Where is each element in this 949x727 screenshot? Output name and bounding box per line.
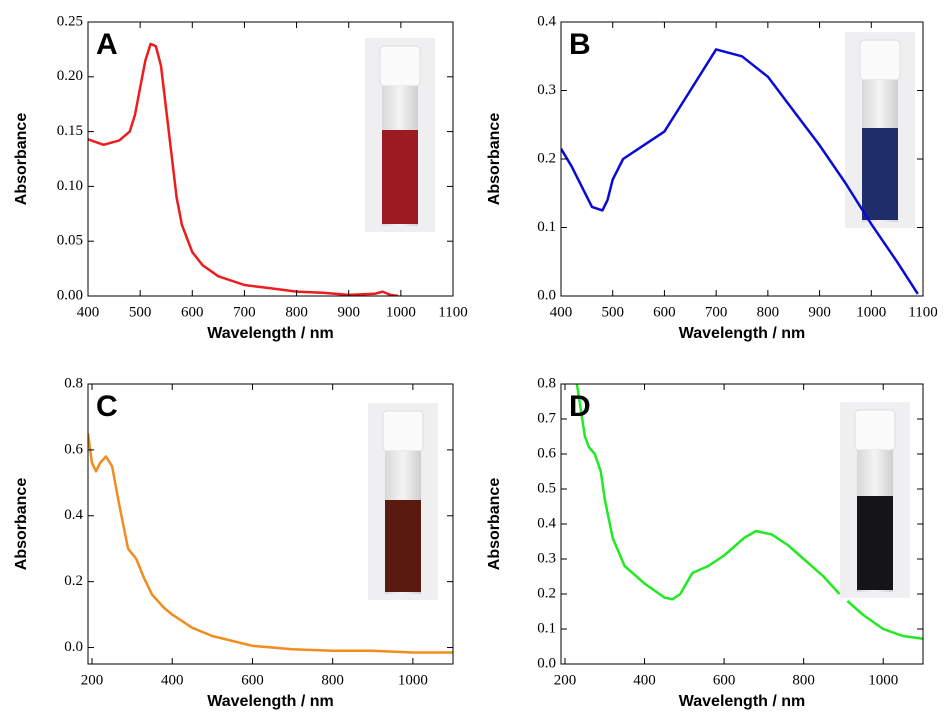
- panel-label: C: [96, 390, 118, 423]
- y-tick-label: 0.05: [57, 233, 83, 249]
- y-tick-label: 0.25: [57, 13, 83, 29]
- panel-label: B: [569, 28, 591, 61]
- series: [561, 48, 919, 295]
- y-tick-label: 0.4: [537, 515, 556, 531]
- series: [575, 384, 923, 641]
- vial-photo-b: [845, 32, 915, 228]
- plot-area: [561, 48, 919, 295]
- x-tick-label: 900: [808, 304, 831, 320]
- series: [88, 433, 453, 654]
- y-tick-label: 0.2: [64, 573, 83, 589]
- plot-frame: [87, 21, 454, 297]
- vial-photo-c: [368, 403, 438, 600]
- panel-label: D: [569, 390, 591, 423]
- series: [88, 42, 399, 296]
- x-tick-label: 800: [321, 672, 344, 688]
- plot-frame: [87, 383, 454, 665]
- x-axis-label: Wavelength / nm: [679, 325, 806, 342]
- plot-area: [575, 384, 923, 641]
- spectrum-line: [561, 48, 919, 295]
- x-tick-label: 1000: [398, 672, 428, 688]
- x-tick-label: 400: [77, 304, 100, 320]
- y-tick-label: 0.0: [537, 287, 556, 303]
- y-tick-label: 0.0: [537, 655, 556, 671]
- y-tick-label: 0.8: [537, 375, 556, 391]
- y-tick-label: 0.6: [64, 441, 83, 457]
- y-axis-label: Absorbance: [486, 113, 503, 206]
- spectrum-line: [88, 42, 399, 296]
- x-axis-label: Wavelength / nm: [207, 325, 334, 342]
- y-tick-label: 0.15: [57, 123, 83, 139]
- x-tick-label: 400: [633, 672, 656, 688]
- x-tick-label: 800: [285, 304, 308, 320]
- y-tick-label: 0.6: [537, 445, 556, 461]
- y-tick-label: 0.1: [537, 219, 556, 235]
- x-tick-label: 600: [713, 672, 736, 688]
- x-tick-label: 200: [554, 672, 577, 688]
- x-tick-label: 500: [601, 304, 624, 320]
- x-tick-label: 900: [337, 304, 360, 320]
- x-tick-label: 400: [161, 672, 184, 688]
- x-tick-label: 400: [550, 304, 573, 320]
- x-tick-label: 700: [233, 304, 256, 320]
- spectrum-line: [575, 384, 923, 641]
- x-tick-label: 1100: [908, 304, 937, 320]
- y-tick-label: 0.1: [537, 620, 556, 636]
- spectrum-line: [88, 433, 453, 654]
- y-tick-label: 0.8: [64, 375, 83, 391]
- vial-photo-a: [365, 38, 435, 232]
- y-tick-label: 0.3: [537, 82, 556, 98]
- y-tick-label: 0.10: [57, 178, 83, 194]
- x-tick-label: 1100: [438, 304, 467, 320]
- x-axis-label: Wavelength / nm: [679, 693, 806, 710]
- x-tick-label: 800: [757, 304, 780, 320]
- y-tick-label: 0.2: [537, 585, 556, 601]
- x-tick-label: 500: [129, 304, 152, 320]
- x-tick-label: 1000: [868, 672, 898, 688]
- y-axis-label: Absorbance: [13, 478, 30, 571]
- x-tick-label: 700: [705, 304, 728, 320]
- y-tick-label: 0.0: [64, 639, 83, 655]
- x-tick-label: 1000: [856, 304, 886, 320]
- plot-area: [88, 433, 453, 654]
- y-tick-label: 0.5: [537, 480, 556, 496]
- x-axis-label: Wavelength / nm: [207, 693, 334, 710]
- x-tick-label: 600: [653, 304, 676, 320]
- vial-photo-d: [840, 402, 910, 598]
- y-tick-label: 0.00: [57, 287, 83, 303]
- y-tick-label: 0.2: [537, 150, 556, 166]
- y-tick-label: 0.3: [537, 550, 556, 566]
- x-tick-label: 200: [81, 672, 104, 688]
- panel-label: A: [96, 28, 118, 61]
- x-tick-label: 800: [792, 672, 815, 688]
- x-tick-label: 600: [241, 672, 264, 688]
- y-tick-label: 0.7: [537, 410, 556, 426]
- plot-area: [88, 42, 399, 296]
- y-axis-label: Absorbance: [486, 478, 503, 571]
- y-tick-label: 0.4: [64, 507, 83, 523]
- y-tick-label: 0.20: [57, 68, 83, 84]
- x-tick-label: 600: [181, 304, 204, 320]
- y-tick-label: 0.4: [537, 13, 556, 29]
- x-tick-label: 1000: [386, 304, 416, 320]
- y-axis-label: Absorbance: [13, 113, 30, 206]
